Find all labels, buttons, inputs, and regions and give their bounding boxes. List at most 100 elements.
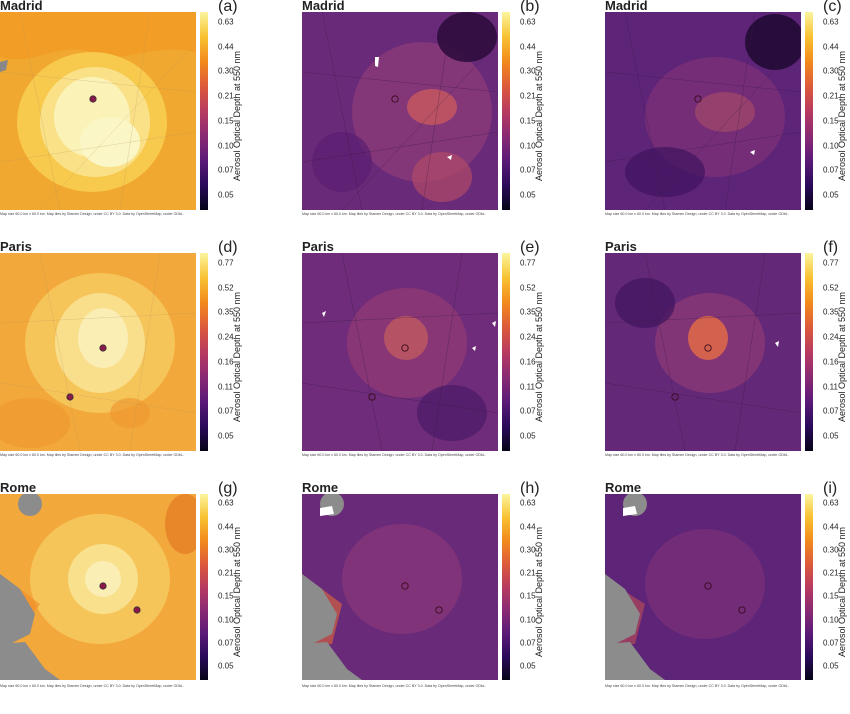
panel-d: Paris Map size 60.0 km x 60.0 km. Map ti… bbox=[0, 239, 275, 473]
colorbar-tick-label: 0.07 bbox=[823, 638, 839, 648]
map-graphic bbox=[302, 253, 498, 451]
map-graphic bbox=[605, 494, 801, 680]
colorbar-tick-label: 0.10 bbox=[520, 141, 536, 151]
panel-label: (e) bbox=[520, 239, 540, 256]
colorbar-tick-label: 0.24 bbox=[218, 332, 234, 342]
city-label: Rome bbox=[302, 480, 339, 495]
map-credit: Map size 60.0 km x 60.0 km. Map tiles by… bbox=[302, 684, 486, 688]
colorbar-tick-label: 0.30 bbox=[218, 66, 234, 76]
colorbar-label: Aerosol Optical Depth at 550 nm bbox=[534, 526, 544, 658]
aod-map[interactable] bbox=[605, 12, 801, 210]
colorbar-tick-label: 0.30 bbox=[823, 545, 839, 555]
colorbar-tick-label: 0.11 bbox=[823, 382, 838, 392]
colorbar-tick-label: 0.52 bbox=[823, 283, 839, 293]
panel-e: Paris Map size 60.0 km x 60.0 km. Map ti… bbox=[302, 239, 577, 473]
map-graphic bbox=[605, 253, 801, 451]
colorbar-ticks: 0.77 0.52 0.35 0.24 0.16 0.11 0.07 0.05 bbox=[512, 253, 542, 451]
colorbar-label: Aerosol Optical Depth at 550 nm bbox=[534, 291, 544, 423]
colorbar-label: Aerosol Optical Depth at 550 nm bbox=[534, 50, 544, 182]
colorbar-ticks: 0.63 0.44 0.30 0.21 0.15 0.10 0.07 0.05 bbox=[815, 494, 845, 680]
colorbar-tick-label: 0.44 bbox=[218, 522, 234, 532]
colorbar-tick-label: 0.15 bbox=[823, 116, 839, 126]
city-label: Madrid bbox=[0, 0, 43, 13]
colorbar-tick-label: 0.30 bbox=[218, 545, 234, 555]
colorbar-tick-label: 0.21 bbox=[520, 91, 536, 101]
colorbar-tick-label: 0.07 bbox=[520, 406, 536, 416]
colorbar-tick-label: 0.24 bbox=[823, 332, 839, 342]
colorbar-label: Aerosol Optical Depth at 550 nm bbox=[232, 50, 242, 182]
colorbar-tick-label: 0.07 bbox=[823, 406, 839, 416]
colorbar-tick-label: 0.05 bbox=[823, 190, 839, 200]
map-graphic bbox=[302, 494, 498, 680]
colorbar-ticks: 0.77 0.52 0.35 0.24 0.16 0.11 0.07 0.05 bbox=[815, 253, 845, 451]
city-label: Paris bbox=[302, 239, 334, 254]
panel-c: Madrid Map size 60.0 km x 60.0 km. Map t… bbox=[605, 0, 850, 232]
colorbar-tick-label: 0.05 bbox=[823, 661, 839, 671]
aod-map[interactable] bbox=[302, 253, 498, 451]
aod-map[interactable] bbox=[302, 12, 498, 210]
panel-label: (g) bbox=[218, 480, 238, 497]
colorbar-ticks: 0.63 0.44 0.30 0.21 0.15 0.10 0.07 0.05 bbox=[512, 494, 542, 680]
colorbar-tick-label: 0.63 bbox=[520, 498, 536, 508]
panel-label: (h) bbox=[520, 480, 540, 497]
colorbar-tick-label: 0.44 bbox=[520, 42, 536, 52]
colorbar bbox=[805, 494, 813, 680]
map-credit: Map size 60.0 km x 60.0 km. Map tiles by… bbox=[302, 212, 486, 216]
colorbar-tick-label: 0.05 bbox=[218, 190, 234, 200]
colorbar-tick-label: 0.44 bbox=[520, 522, 536, 532]
panel-i: Rome Map size 60.0 km x 60.0 km. Map til… bbox=[605, 480, 850, 714]
colorbar-tick-label: 0.63 bbox=[218, 498, 234, 508]
colorbar-tick-label: 0.10 bbox=[218, 141, 234, 151]
map-credit: Map size 60.0 km x 60.0 km. Map tiles by… bbox=[605, 212, 789, 216]
city-label: Rome bbox=[0, 480, 37, 495]
colorbar bbox=[805, 253, 813, 451]
colorbar-tick-label: 0.77 bbox=[520, 258, 536, 268]
colorbar-tick-label: 0.63 bbox=[823, 17, 839, 27]
colorbar-tick-label: 0.05 bbox=[520, 661, 536, 671]
city-label: Madrid bbox=[302, 0, 345, 13]
colorbar-tick-label: 0.63 bbox=[218, 17, 234, 27]
colorbar-label: Aerosol Optical Depth at 550 nm bbox=[837, 526, 847, 658]
colorbar-tick-label: 0.15 bbox=[218, 591, 234, 601]
panel-label: (a) bbox=[218, 0, 238, 15]
colorbar-label: Aerosol Optical Depth at 550 nm bbox=[232, 526, 242, 658]
colorbar-tick-label: 0.24 bbox=[520, 332, 536, 342]
colorbar-tick-label: 0.52 bbox=[218, 283, 234, 293]
colorbar-tick-label: 0.30 bbox=[520, 66, 536, 76]
map-credit: Map size 60.0 km x 60.0 km. Map tiles by… bbox=[0, 453, 184, 457]
colorbar-tick-label: 0.16 bbox=[520, 357, 536, 367]
aod-map[interactable] bbox=[605, 494, 801, 692]
map-credit: Map size 60.0 km x 60.0 km. Map tiles by… bbox=[605, 684, 789, 688]
aod-map[interactable] bbox=[0, 12, 196, 210]
colorbar bbox=[200, 494, 208, 680]
panel-f: Paris Map size 60.0 km x 60.0 km. Map ti… bbox=[605, 239, 850, 473]
aod-map[interactable] bbox=[605, 253, 801, 451]
colorbar-tick-label: 0.35 bbox=[218, 307, 234, 317]
colorbar-tick-label: 0.05 bbox=[520, 431, 536, 441]
colorbar-tick-label: 0.16 bbox=[823, 357, 839, 367]
colorbar-tick-label: 0.07 bbox=[823, 165, 839, 175]
colorbar-tick-label: 0.07 bbox=[520, 165, 536, 175]
aod-map[interactable] bbox=[302, 494, 498, 692]
colorbar-tick-label: 0.05 bbox=[218, 661, 234, 671]
panel-g: Rome Map size 60.0 km x 60.0 km. Map til… bbox=[0, 480, 275, 714]
colorbar-tick-label: 0.05 bbox=[520, 190, 536, 200]
colorbar-tick-label: 0.21 bbox=[823, 568, 839, 578]
colorbar-tick-label: 0.11 bbox=[218, 382, 233, 392]
map-credit: Map size 60.0 km x 60.0 km. Map tiles by… bbox=[0, 212, 184, 216]
panel-b: Madrid Map size 60.0 km x 60.0 km. Map t… bbox=[302, 0, 577, 232]
colorbar-tick-label: 0.07 bbox=[218, 638, 234, 648]
colorbar bbox=[502, 494, 510, 680]
colorbar-tick-label: 0.30 bbox=[823, 66, 839, 76]
colorbar-tick-label: 0.21 bbox=[520, 568, 536, 578]
aod-map[interactable] bbox=[0, 494, 196, 692]
colorbar-tick-label: 0.07 bbox=[520, 638, 536, 648]
colorbar-tick-label: 0.44 bbox=[823, 42, 839, 52]
colorbar-tick-label: 0.35 bbox=[520, 307, 536, 317]
colorbar-tick-label: 0.15 bbox=[520, 116, 536, 126]
map-graphic bbox=[0, 494, 196, 680]
colorbar-tick-label: 0.77 bbox=[823, 258, 839, 268]
aod-map[interactable] bbox=[0, 253, 196, 451]
city-label: Madrid bbox=[605, 0, 648, 13]
colorbar-tick-label: 0.15 bbox=[520, 591, 536, 601]
